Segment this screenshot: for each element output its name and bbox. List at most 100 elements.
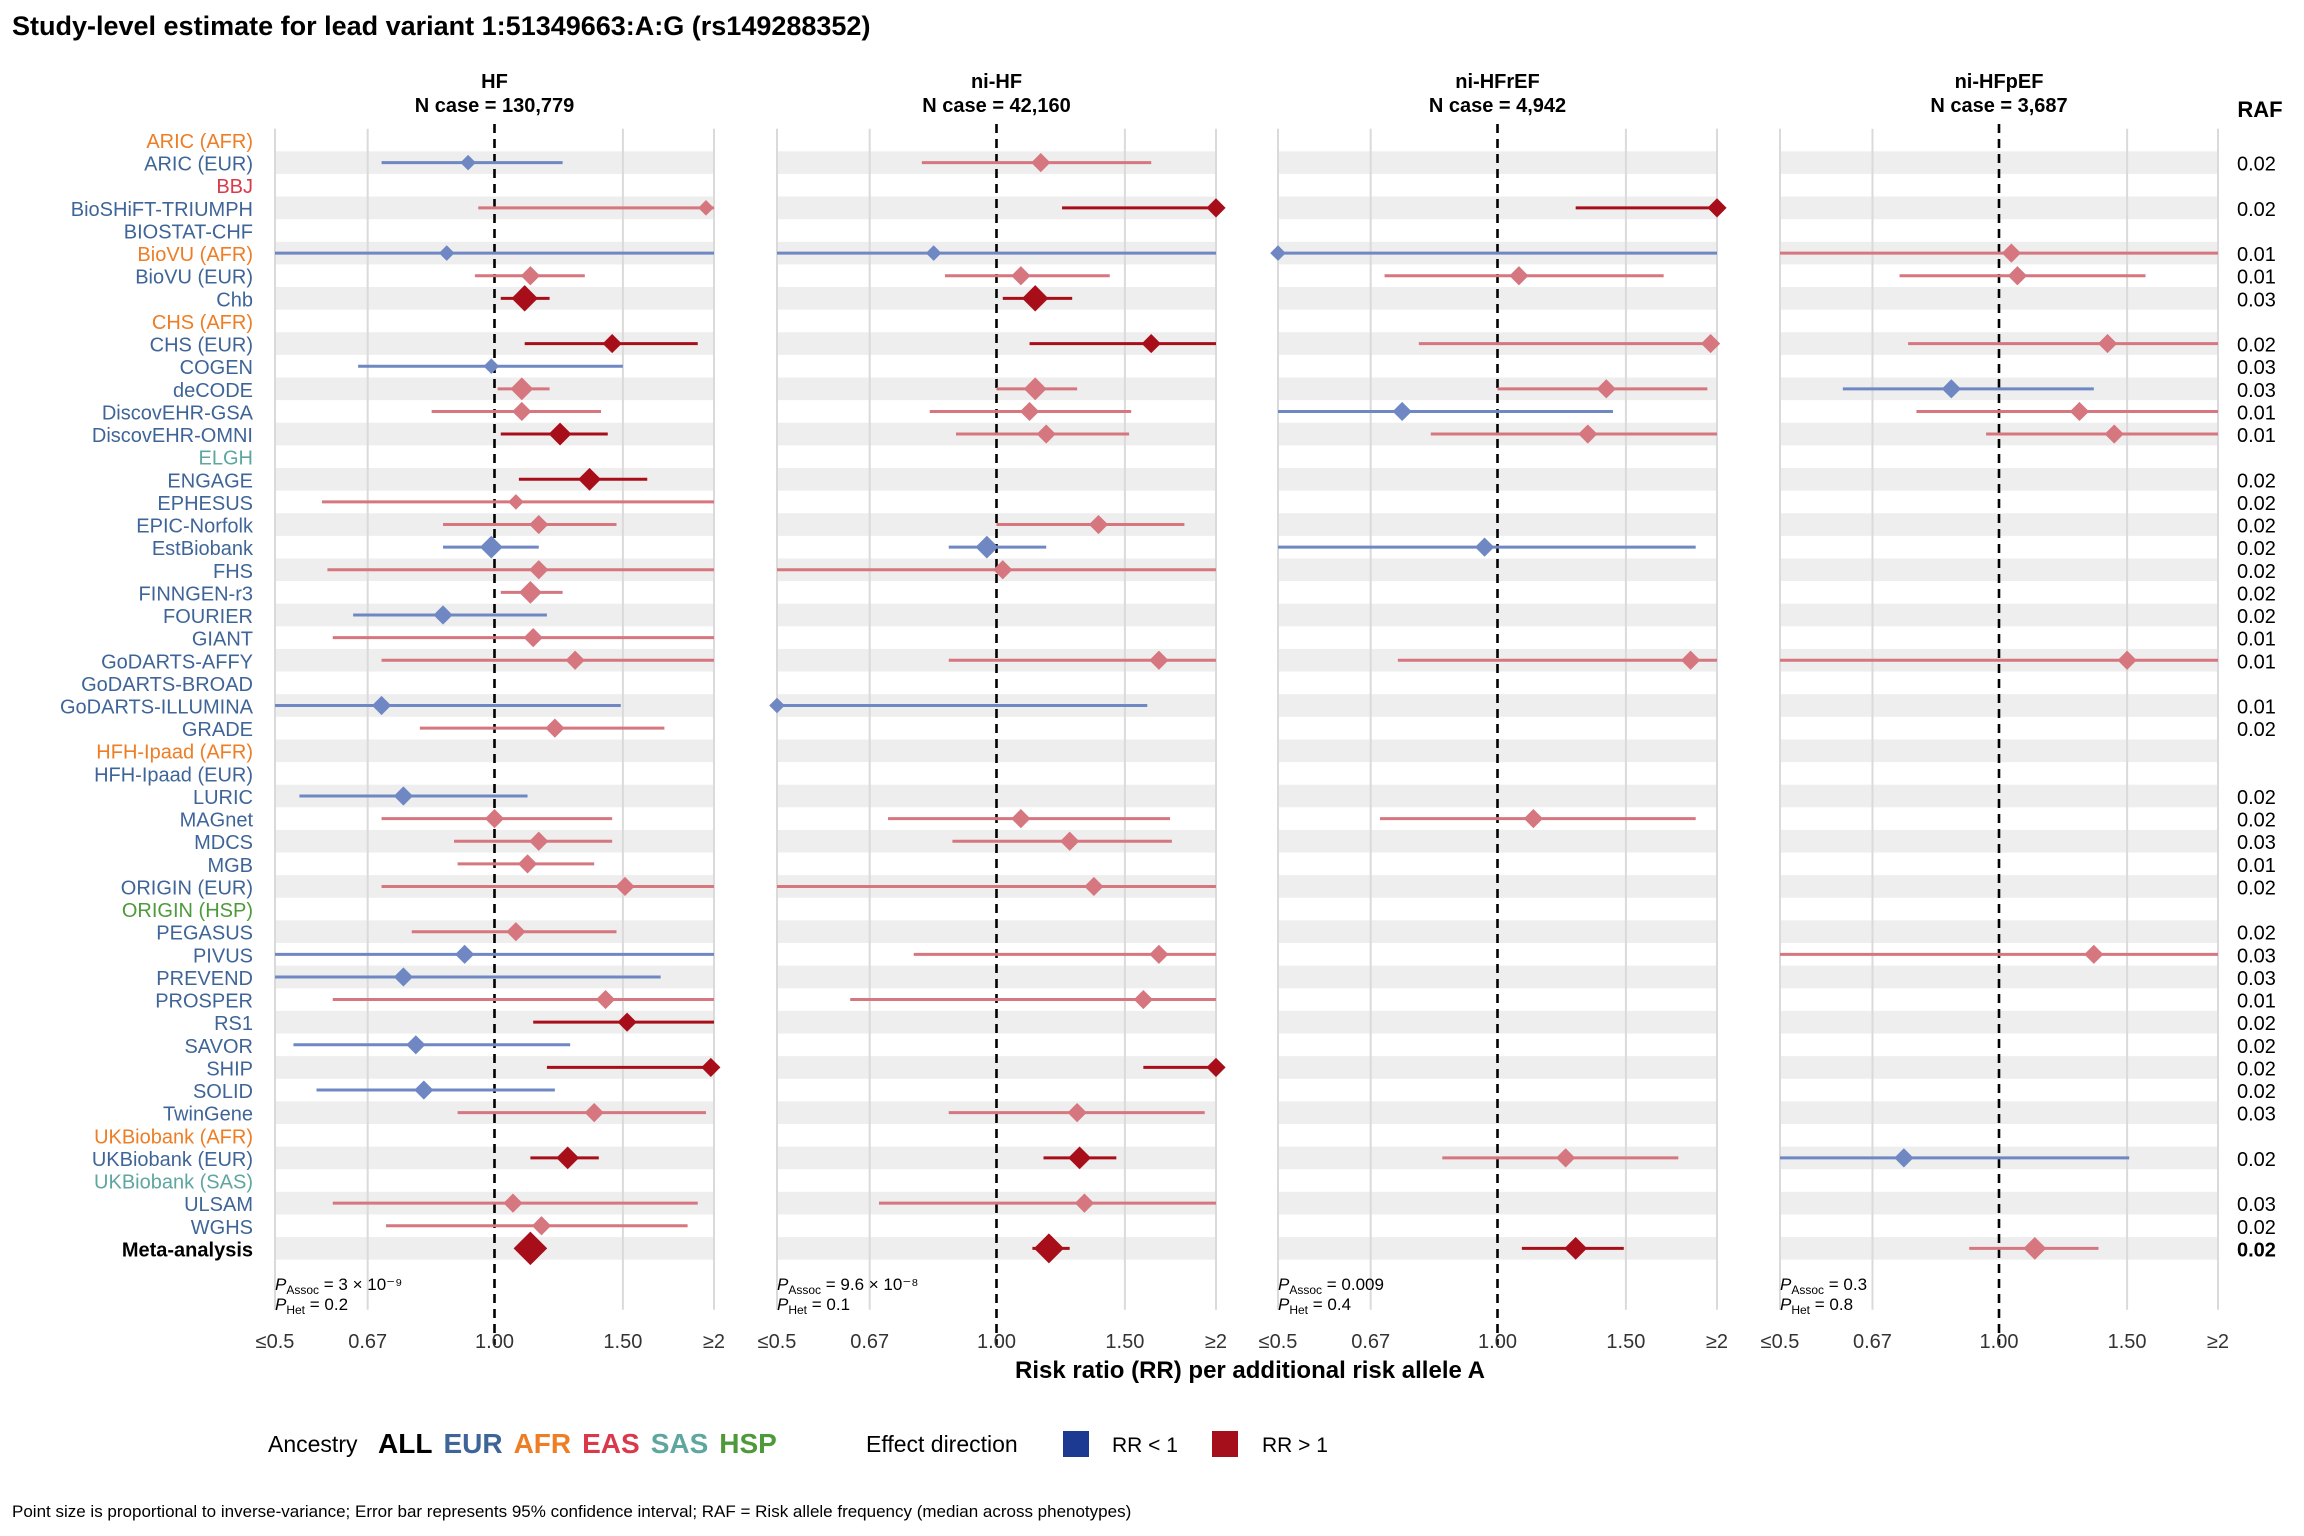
raf-header: RAF bbox=[2237, 97, 2282, 122]
estimate-point bbox=[1206, 198, 1226, 218]
study-label: UKBiobank (EUR) bbox=[92, 1149, 253, 1171]
panel-ni-HF: ni-HFN case = 42,160 ≤0.5 0.67 1.00 1.50 ≥2 PA… bbox=[758, 71, 1227, 1353]
estimate-point bbox=[414, 1080, 434, 1100]
study-label: BBJ bbox=[216, 176, 253, 198]
estimate-point bbox=[2097, 333, 2118, 354]
estimate-point bbox=[2069, 401, 2090, 422]
row-stripe bbox=[1278, 920, 1717, 944]
estimate-point bbox=[1074, 1193, 1095, 1213]
estimate-point bbox=[925, 245, 942, 261]
study-label: BioSHiFT-TRIUMPH bbox=[71, 199, 253, 221]
estimate-point bbox=[975, 535, 999, 559]
x-tick-label: 1.50 bbox=[1606, 1331, 1645, 1353]
raf-value: 0.01 bbox=[2237, 244, 2276, 266]
estimate-point bbox=[578, 467, 601, 491]
estimate-point bbox=[565, 650, 585, 670]
row-stripe bbox=[777, 467, 1216, 491]
legend-rr-gt1-swatch bbox=[1212, 1431, 1238, 1457]
legend-ancestry-item: EAS bbox=[582, 1428, 640, 1459]
estimate-point bbox=[484, 809, 505, 829]
row-stripe bbox=[1780, 513, 2218, 536]
row-stripe bbox=[1780, 1056, 2218, 1079]
raf-value: 0.02 bbox=[2237, 606, 2276, 628]
x-tick-label: ≤0.5 bbox=[1761, 1331, 1800, 1353]
row-stripe bbox=[777, 1146, 1216, 1170]
panel-title: ni-HFrEF bbox=[1455, 71, 1539, 93]
estimate-point bbox=[1149, 650, 1169, 670]
row-stripe bbox=[275, 1010, 714, 1034]
x-axis-label: Risk ratio (RR) per additional risk alle… bbox=[1015, 1357, 1485, 1384]
study-label: BioVU (EUR) bbox=[135, 267, 253, 289]
row-stripe bbox=[1278, 965, 1717, 989]
estimate-point bbox=[2084, 944, 2104, 964]
estimate-point bbox=[512, 401, 532, 422]
legend-ancestry-item: SAS bbox=[651, 1428, 709, 1459]
panel-HF: HFN case = 130,779 ≤0.5 0.67 1.00 1.50 ≥2 PAss… bbox=[256, 71, 725, 1353]
raf-value: 0.02 bbox=[2237, 583, 2276, 605]
raf-value: 0.02 bbox=[2237, 335, 2276, 357]
estimate-point bbox=[529, 514, 549, 535]
meta-estimate-point bbox=[513, 1231, 548, 1266]
raf-value: 0.01 bbox=[2237, 267, 2276, 289]
study-label: ELGH bbox=[199, 448, 253, 470]
raf-value: 0.01 bbox=[2237, 425, 2276, 447]
p-het: PHet = 0.2 bbox=[275, 1295, 348, 1317]
p-assoc: PAssoc = 9.6 × 10⁻⁸ bbox=[777, 1275, 918, 1297]
study-label: GoDARTS-AFFY bbox=[101, 651, 253, 673]
study-label: TwinGene bbox=[163, 1104, 253, 1126]
row-stripe bbox=[1278, 287, 1717, 310]
raf-value: 0.02 bbox=[2237, 1217, 2276, 1239]
estimate-point bbox=[1068, 1146, 1091, 1170]
study-label: ARIC (EUR) bbox=[144, 154, 253, 176]
row-stripe bbox=[1780, 558, 2218, 582]
study-label: WGHS bbox=[191, 1217, 253, 1239]
estimate-point bbox=[615, 876, 635, 897]
row-stripe bbox=[1278, 558, 1717, 582]
estimate-point bbox=[438, 245, 455, 261]
estimate-point bbox=[406, 1035, 426, 1055]
row-stripe bbox=[1278, 1101, 1717, 1124]
x-tick-label: 0.67 bbox=[1351, 1331, 1390, 1353]
p-assoc: PAssoc = 0.009 bbox=[1278, 1275, 1384, 1297]
study-label: Meta-analysis bbox=[122, 1239, 253, 1261]
estimate-point bbox=[701, 1057, 721, 1078]
row-stripe bbox=[1278, 739, 1717, 763]
estimate-point bbox=[617, 1012, 637, 1032]
estimate-point bbox=[479, 535, 503, 559]
estimate-point bbox=[1022, 285, 1049, 312]
study-label: ARIC (AFR) bbox=[146, 131, 253, 153]
study-label: GoDARTS-ILLUMINA bbox=[60, 697, 254, 719]
raf-value: 0.03 bbox=[2237, 1104, 2276, 1126]
row-stripe bbox=[1278, 694, 1717, 717]
study-label: deCODE bbox=[173, 380, 253, 402]
x-tick-label: 1.00 bbox=[1980, 1331, 2019, 1353]
row-stripe bbox=[1278, 1191, 1717, 1215]
raf-value: 0.01 bbox=[2237, 402, 2276, 424]
x-tick-label: 1.50 bbox=[2108, 1331, 2147, 1353]
row-stripe bbox=[275, 1056, 714, 1079]
row-stripe bbox=[275, 377, 714, 401]
estimate-point bbox=[698, 200, 714, 216]
panel-ncase: N case = 3,687 bbox=[1930, 95, 2067, 117]
study-label: CHS (EUR) bbox=[150, 335, 253, 357]
estimate-point bbox=[2001, 243, 2021, 263]
estimate-point bbox=[1084, 876, 1104, 897]
estimate-point bbox=[520, 266, 540, 286]
raf-value: 0.02 bbox=[2237, 1239, 2276, 1261]
row-stripe bbox=[777, 603, 1216, 627]
legend-rr-lt1-label: RR < 1 bbox=[1112, 1434, 1178, 1457]
study-label: GIANT bbox=[192, 629, 253, 651]
study-label: LURIC bbox=[193, 787, 253, 809]
meta-estimate-point bbox=[1564, 1236, 1588, 1260]
raf-value: 0.02 bbox=[2237, 154, 2276, 176]
estimate-point bbox=[517, 854, 538, 874]
x-tick-label: 1.50 bbox=[1105, 1331, 1144, 1353]
raf-value: 0.02 bbox=[2237, 1081, 2276, 1103]
row-stripe bbox=[1780, 1010, 2218, 1034]
study-label: PEGASUS bbox=[156, 923, 253, 945]
estimate-point bbox=[1149, 944, 1169, 964]
estimate-point bbox=[1270, 245, 1286, 261]
raf-value: 0.01 bbox=[2237, 651, 2276, 673]
